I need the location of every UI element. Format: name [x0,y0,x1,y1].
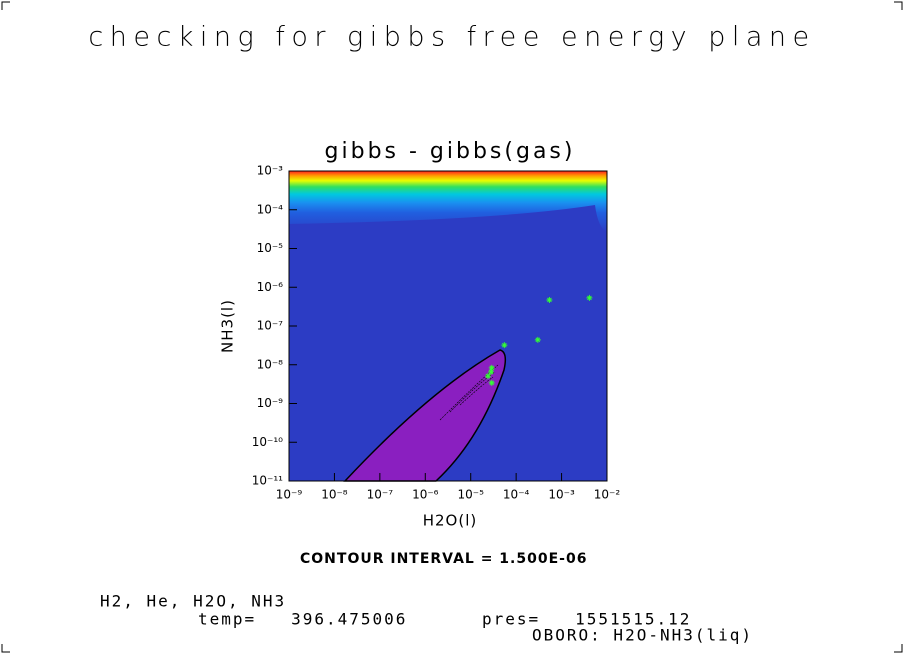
y-tick-label: 10⁻⁴ [257,202,284,216]
x-tick-label: 10⁻² [594,488,621,502]
annotation: pres= 1551515.12 [482,610,691,629]
contour-line [439,364,499,421]
y-tick-label: 10⁻⁵ [257,241,284,255]
chart-title: checking for gibbs free energy plane [88,22,815,53]
x-tick-label: 10⁻⁹ [276,488,303,502]
y-tick-label: 10⁻⁷ [257,319,284,333]
chart-subtitle: gibbs - gibbs(gas) [325,139,576,164]
scatter-point [488,369,495,375]
y-tick-label: 10⁻¹¹ [252,474,283,488]
scatter-point [501,342,508,349]
x-tick-label: 10⁻³ [548,488,575,502]
contour-field [289,171,607,482]
annotation: CONTOUR INTERVAL = 1.500E-06 [300,551,587,567]
x-tick-label: 10⁻⁷ [367,488,394,502]
annotation: H2, He, H2O, NH3 [100,592,286,611]
x-axis-label: H2O(l) [423,512,478,530]
x-tick-label: 10⁻⁵ [458,488,485,502]
scatter-point [534,336,541,343]
scatter-point [488,379,495,386]
annotation: OBORO: H2O-NH3(liq) [532,626,753,645]
annotation: temp= 396.475006 [198,610,407,629]
y-tick-label: 10⁻³ [257,164,284,178]
contour-region [343,349,507,482]
x-tick-label: 10⁻⁸ [321,488,348,502]
y-tick-label: 10⁻⁶ [257,280,284,294]
scatter-point [484,373,491,380]
scatter-point [488,364,495,371]
y-tick-label: 10⁻⁹ [257,396,284,410]
contour-band [289,171,607,232]
scatter-point [586,294,593,301]
y-axis-label: NH3(l) [219,299,237,353]
y-tick-label: 10⁻⁸ [257,357,284,371]
x-tick-label: 10⁻⁴ [503,488,530,502]
y-tick-label: 10⁻¹⁰ [252,435,283,449]
x-tick-label: 10⁻⁶ [412,488,439,502]
scatter-point [546,296,553,303]
